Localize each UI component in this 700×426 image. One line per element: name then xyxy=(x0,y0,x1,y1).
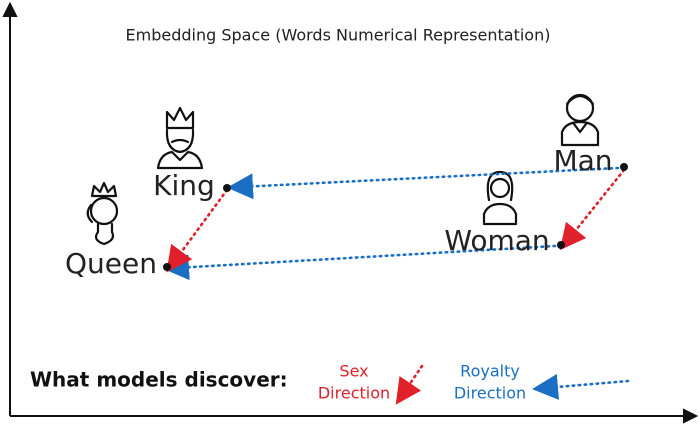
legend-label: Direction xyxy=(454,384,526,403)
queen-icon xyxy=(86,181,119,246)
man-icon xyxy=(560,93,600,147)
word-label: Man xyxy=(553,144,612,177)
connections xyxy=(163,166,626,281)
woman-icon xyxy=(482,170,518,226)
king-icon xyxy=(156,106,204,170)
legend-label: Direction xyxy=(318,384,390,403)
word-dots xyxy=(163,163,628,271)
legend-label: Royalty xyxy=(460,362,520,381)
legend-arrow xyxy=(532,373,630,400)
word-label: Woman xyxy=(444,224,549,257)
legend-arrow xyxy=(395,364,424,405)
word-label: Queen xyxy=(65,247,157,280)
word-label: King xyxy=(153,169,215,202)
legend-label: Sex xyxy=(339,362,368,381)
legend-heading: What models discover: xyxy=(30,368,288,392)
title: Embedding Space (Words Numerical Represe… xyxy=(126,26,551,45)
